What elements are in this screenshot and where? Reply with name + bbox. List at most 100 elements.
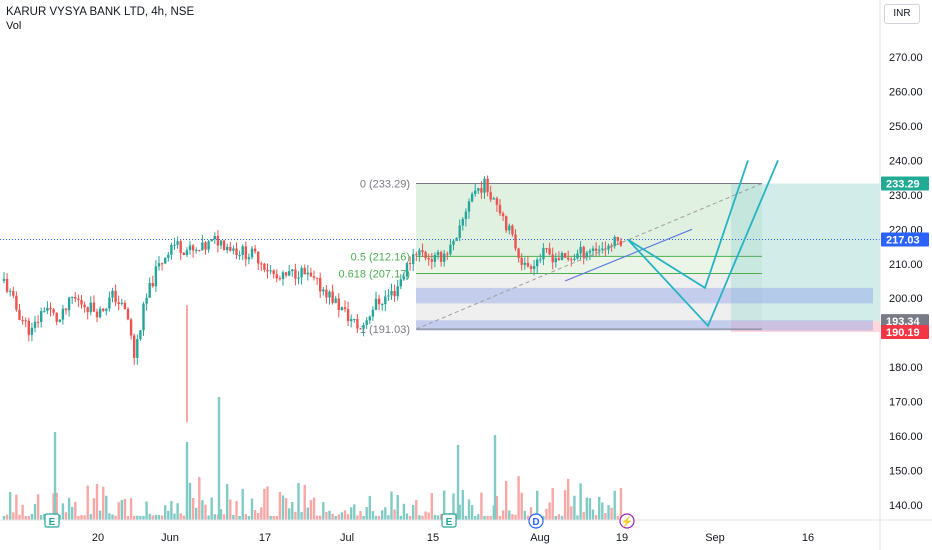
candle-body (297, 277, 300, 279)
candle-body (213, 235, 216, 240)
volume-bar (495, 496, 499, 520)
volume-bar (204, 504, 207, 520)
candle-body (241, 246, 244, 256)
y-tick-label: 140.00 (889, 500, 923, 512)
candle-body (495, 198, 499, 205)
candle-body (61, 308, 65, 320)
volume-bar (139, 515, 142, 520)
split-marker[interactable] (619, 513, 635, 529)
candle-body (207, 241, 210, 250)
volume-bar (278, 491, 282, 520)
candle-body (216, 235, 220, 246)
y-tick-label: 270.00 (889, 52, 923, 64)
volume-indicator-label[interactable]: Vol (6, 20, 22, 32)
candle-body (399, 279, 402, 287)
volume-bar (272, 515, 275, 520)
candle-body (396, 286, 399, 297)
earnings-marker[interactable] (44, 513, 60, 528)
y-tick-label: 230.00 (889, 190, 923, 202)
volume-bar (114, 515, 117, 520)
volume-bars (2, 397, 623, 520)
volume-bar (585, 497, 588, 520)
volume-bar (387, 515, 390, 520)
volume-bar (343, 510, 347, 520)
volume-bar (71, 506, 74, 520)
volume-bar (489, 515, 492, 520)
candle-body (461, 219, 464, 226)
candle-body (238, 255, 241, 257)
candle-body (151, 282, 154, 287)
volume-bar (241, 488, 244, 520)
candle-body (458, 225, 461, 238)
candle-body (325, 289, 328, 298)
volume-bar (467, 499, 471, 520)
earnings-marker[interactable] (441, 513, 457, 528)
volume-bar (176, 503, 179, 520)
dividend-marker[interactable] (528, 513, 544, 529)
candle-body (27, 320, 30, 335)
candle-body (446, 253, 449, 255)
volume-bar (52, 493, 55, 520)
candle-body (98, 308, 102, 318)
volume-bar (133, 515, 136, 520)
candle-body (83, 304, 86, 308)
volume-bar (368, 495, 371, 520)
candle-body (64, 308, 68, 311)
candle-body (157, 263, 161, 267)
candle-body (55, 312, 58, 322)
candle-body (111, 290, 114, 298)
volume-bar (151, 515, 154, 520)
volume-bar (557, 514, 561, 520)
candle-body (486, 178, 489, 193)
volume-bar (381, 510, 384, 520)
candles (2, 175, 623, 423)
volume-bar (536, 490, 539, 520)
x-tick-label: 15 (427, 532, 439, 544)
volume-bar (545, 508, 548, 520)
candle-body (474, 190, 477, 194)
volume-bar (123, 498, 127, 520)
x-tick-label: 19 (616, 532, 628, 544)
volume-bar (594, 515, 598, 520)
candle-body (257, 251, 260, 264)
symbol-title[interactable]: KARUR VYSYA BANK LTD, 4h, NSE (6, 6, 195, 18)
y-tick-label: 170.00 (889, 397, 923, 409)
candle-body (334, 298, 337, 303)
volume-bar (402, 503, 406, 520)
stop-zone (731, 321, 880, 333)
candle-body (470, 193, 474, 202)
volume-bar (154, 514, 158, 520)
demand-zone-upper (416, 287, 873, 304)
volume-bar (548, 502, 551, 520)
volume-bar (570, 506, 573, 520)
volume-bar (195, 507, 198, 520)
volume-bar (58, 514, 61, 520)
volume-bar (377, 515, 381, 520)
volume-bar (511, 514, 514, 520)
fib-level-label: 1 (191.03) (360, 324, 410, 336)
candle-body (477, 188, 480, 191)
candle-body (551, 254, 554, 263)
x-tick-label: 17 (259, 532, 271, 544)
candle-body (594, 248, 598, 251)
candle-body (263, 263, 266, 270)
candle-body (340, 307, 344, 311)
volume-bar (405, 513, 409, 520)
volume-bar (408, 515, 412, 520)
volume-bar (359, 511, 362, 520)
currency-selector[interactable]: INR (884, 4, 920, 24)
y-tick-label: 200.00 (889, 293, 923, 305)
volume-bar (24, 515, 27, 520)
volume-bar (582, 511, 585, 520)
volume-bar (393, 509, 396, 520)
volume-bar (167, 510, 170, 520)
volume-bar (312, 497, 316, 520)
volume-bar (430, 493, 433, 520)
volume-bar (120, 500, 123, 520)
event-markers: E E D ⚡ (44, 513, 635, 529)
volume-bar (458, 504, 461, 520)
volume-bar (74, 501, 77, 520)
candle-body (250, 248, 254, 258)
candle-body (436, 252, 440, 256)
